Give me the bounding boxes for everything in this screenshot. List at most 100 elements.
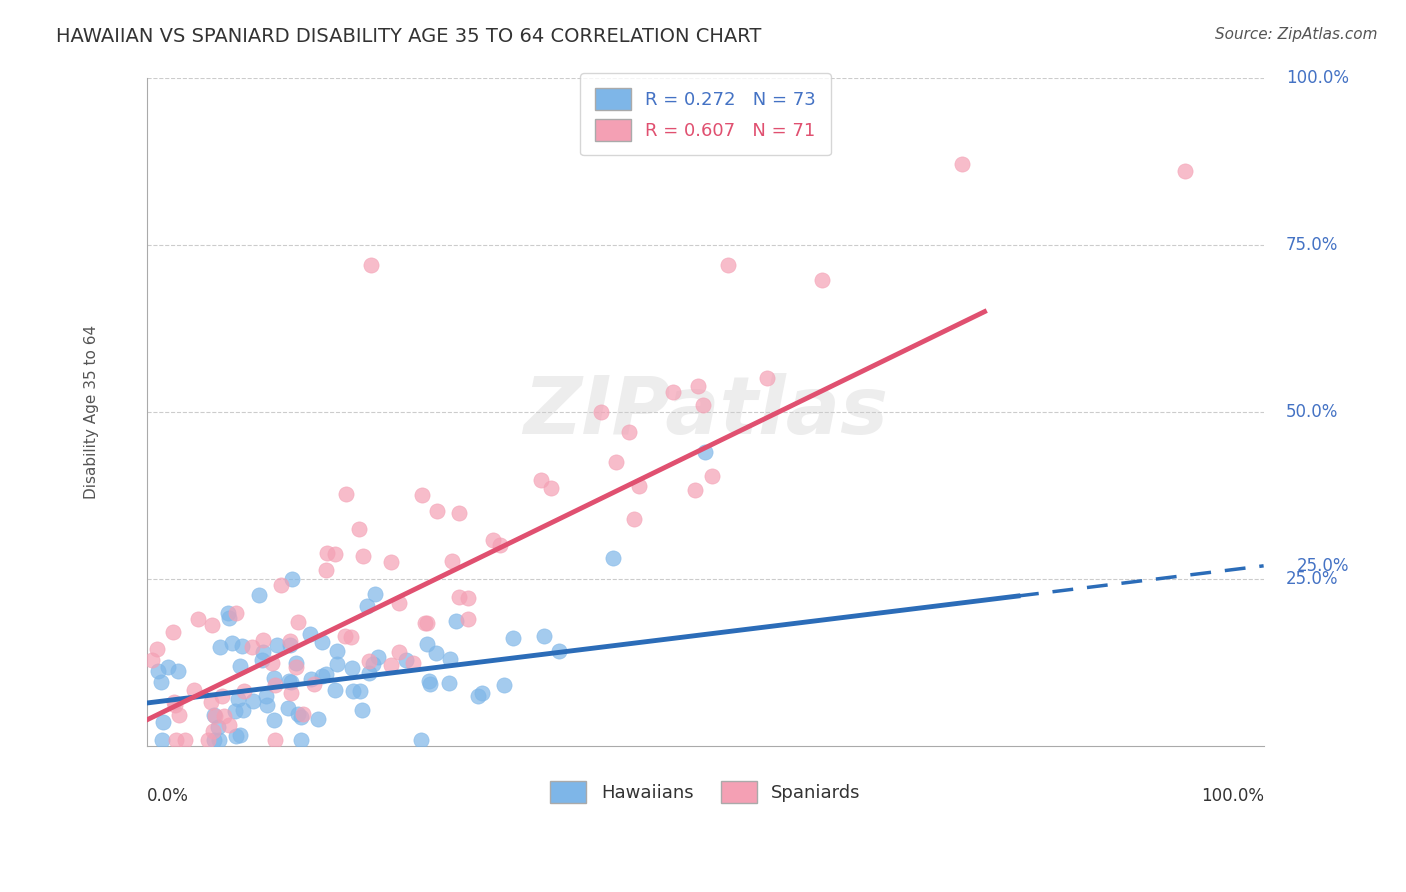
Point [263,678,285,692]
Point [415,615,437,630]
Point [197,732,219,747]
Point [411,732,433,747]
Point [419,677,441,691]
Point [441,554,464,568]
Point [302,677,325,691]
Point [264,732,287,747]
Point [548,643,571,657]
Point [225,729,247,743]
Point [280,572,302,586]
Point [287,615,309,629]
Point [380,657,402,672]
Point [311,669,333,683]
Point [174,732,197,747]
Point [150,675,173,690]
Point [489,538,512,552]
Point [356,599,378,614]
Point [316,545,339,559]
Point [425,646,447,660]
Legend: R = 0.272   N = 73, R = 0.607   N = 71: R = 0.272 N = 73, R = 0.607 N = 71 [581,73,831,155]
Point [240,640,263,654]
Text: HAWAIIAN VS SPANIARD DISABILITY AGE 35 TO 64 CORRELATION CHART: HAWAIIAN VS SPANIARD DISABILITY AGE 35 T… [56,27,762,45]
Point [361,657,384,671]
Point [323,547,346,561]
Point [502,631,524,645]
Text: 100.0%: 100.0% [1286,69,1348,87]
Point [232,684,254,698]
Point [315,564,337,578]
Text: Source: ZipAtlas.com: Source: ZipAtlas.com [1215,27,1378,42]
Point [218,611,240,625]
Point [263,671,285,685]
Point [280,686,302,700]
Point [200,695,222,709]
Point [602,551,624,566]
Point [165,732,187,747]
Point [350,703,373,717]
Point [335,629,357,643]
Point [437,676,460,690]
Point [457,612,479,626]
Point [183,682,205,697]
Point [311,635,333,649]
Point [628,478,651,492]
Point [811,273,834,287]
Point [262,656,284,670]
Point [471,686,494,700]
Point [357,654,380,668]
Point [342,684,364,698]
Point [204,732,226,747]
Point [217,606,239,620]
Point [444,614,467,628]
Point [380,555,402,569]
Point [242,694,264,708]
Point [231,640,253,654]
Point [299,627,322,641]
Point [415,638,437,652]
Point [250,653,273,667]
Point [167,664,190,678]
Point [290,710,312,724]
Point [221,636,243,650]
Point [695,445,717,459]
Point [449,590,471,604]
Point [411,488,433,502]
Point [755,371,778,385]
Text: 0.0%: 0.0% [148,787,190,805]
Point [277,700,299,714]
Point [426,503,449,517]
Point [211,689,233,703]
Point [388,645,411,659]
Point [146,664,169,678]
Point [209,640,232,654]
Point [315,667,337,681]
Point [278,638,301,652]
Point [252,645,274,659]
Point [278,634,301,648]
Point [364,587,387,601]
Point [226,691,249,706]
Point [447,506,470,520]
Point [208,732,231,747]
Point [617,425,640,439]
Point [692,398,714,412]
Point [204,709,226,723]
Point [224,704,246,718]
Point [187,612,209,626]
Point [232,703,254,717]
Point [530,473,553,487]
Point [492,678,515,692]
Point [482,533,505,548]
Point [457,591,479,605]
Point [349,522,371,536]
Point [229,659,252,673]
Point [439,652,461,666]
Point [225,607,247,621]
Point [326,657,349,671]
Point [141,653,163,667]
Point [280,675,302,690]
Point [278,674,301,689]
Point [163,698,186,712]
Point [167,708,190,723]
Point [413,616,436,631]
